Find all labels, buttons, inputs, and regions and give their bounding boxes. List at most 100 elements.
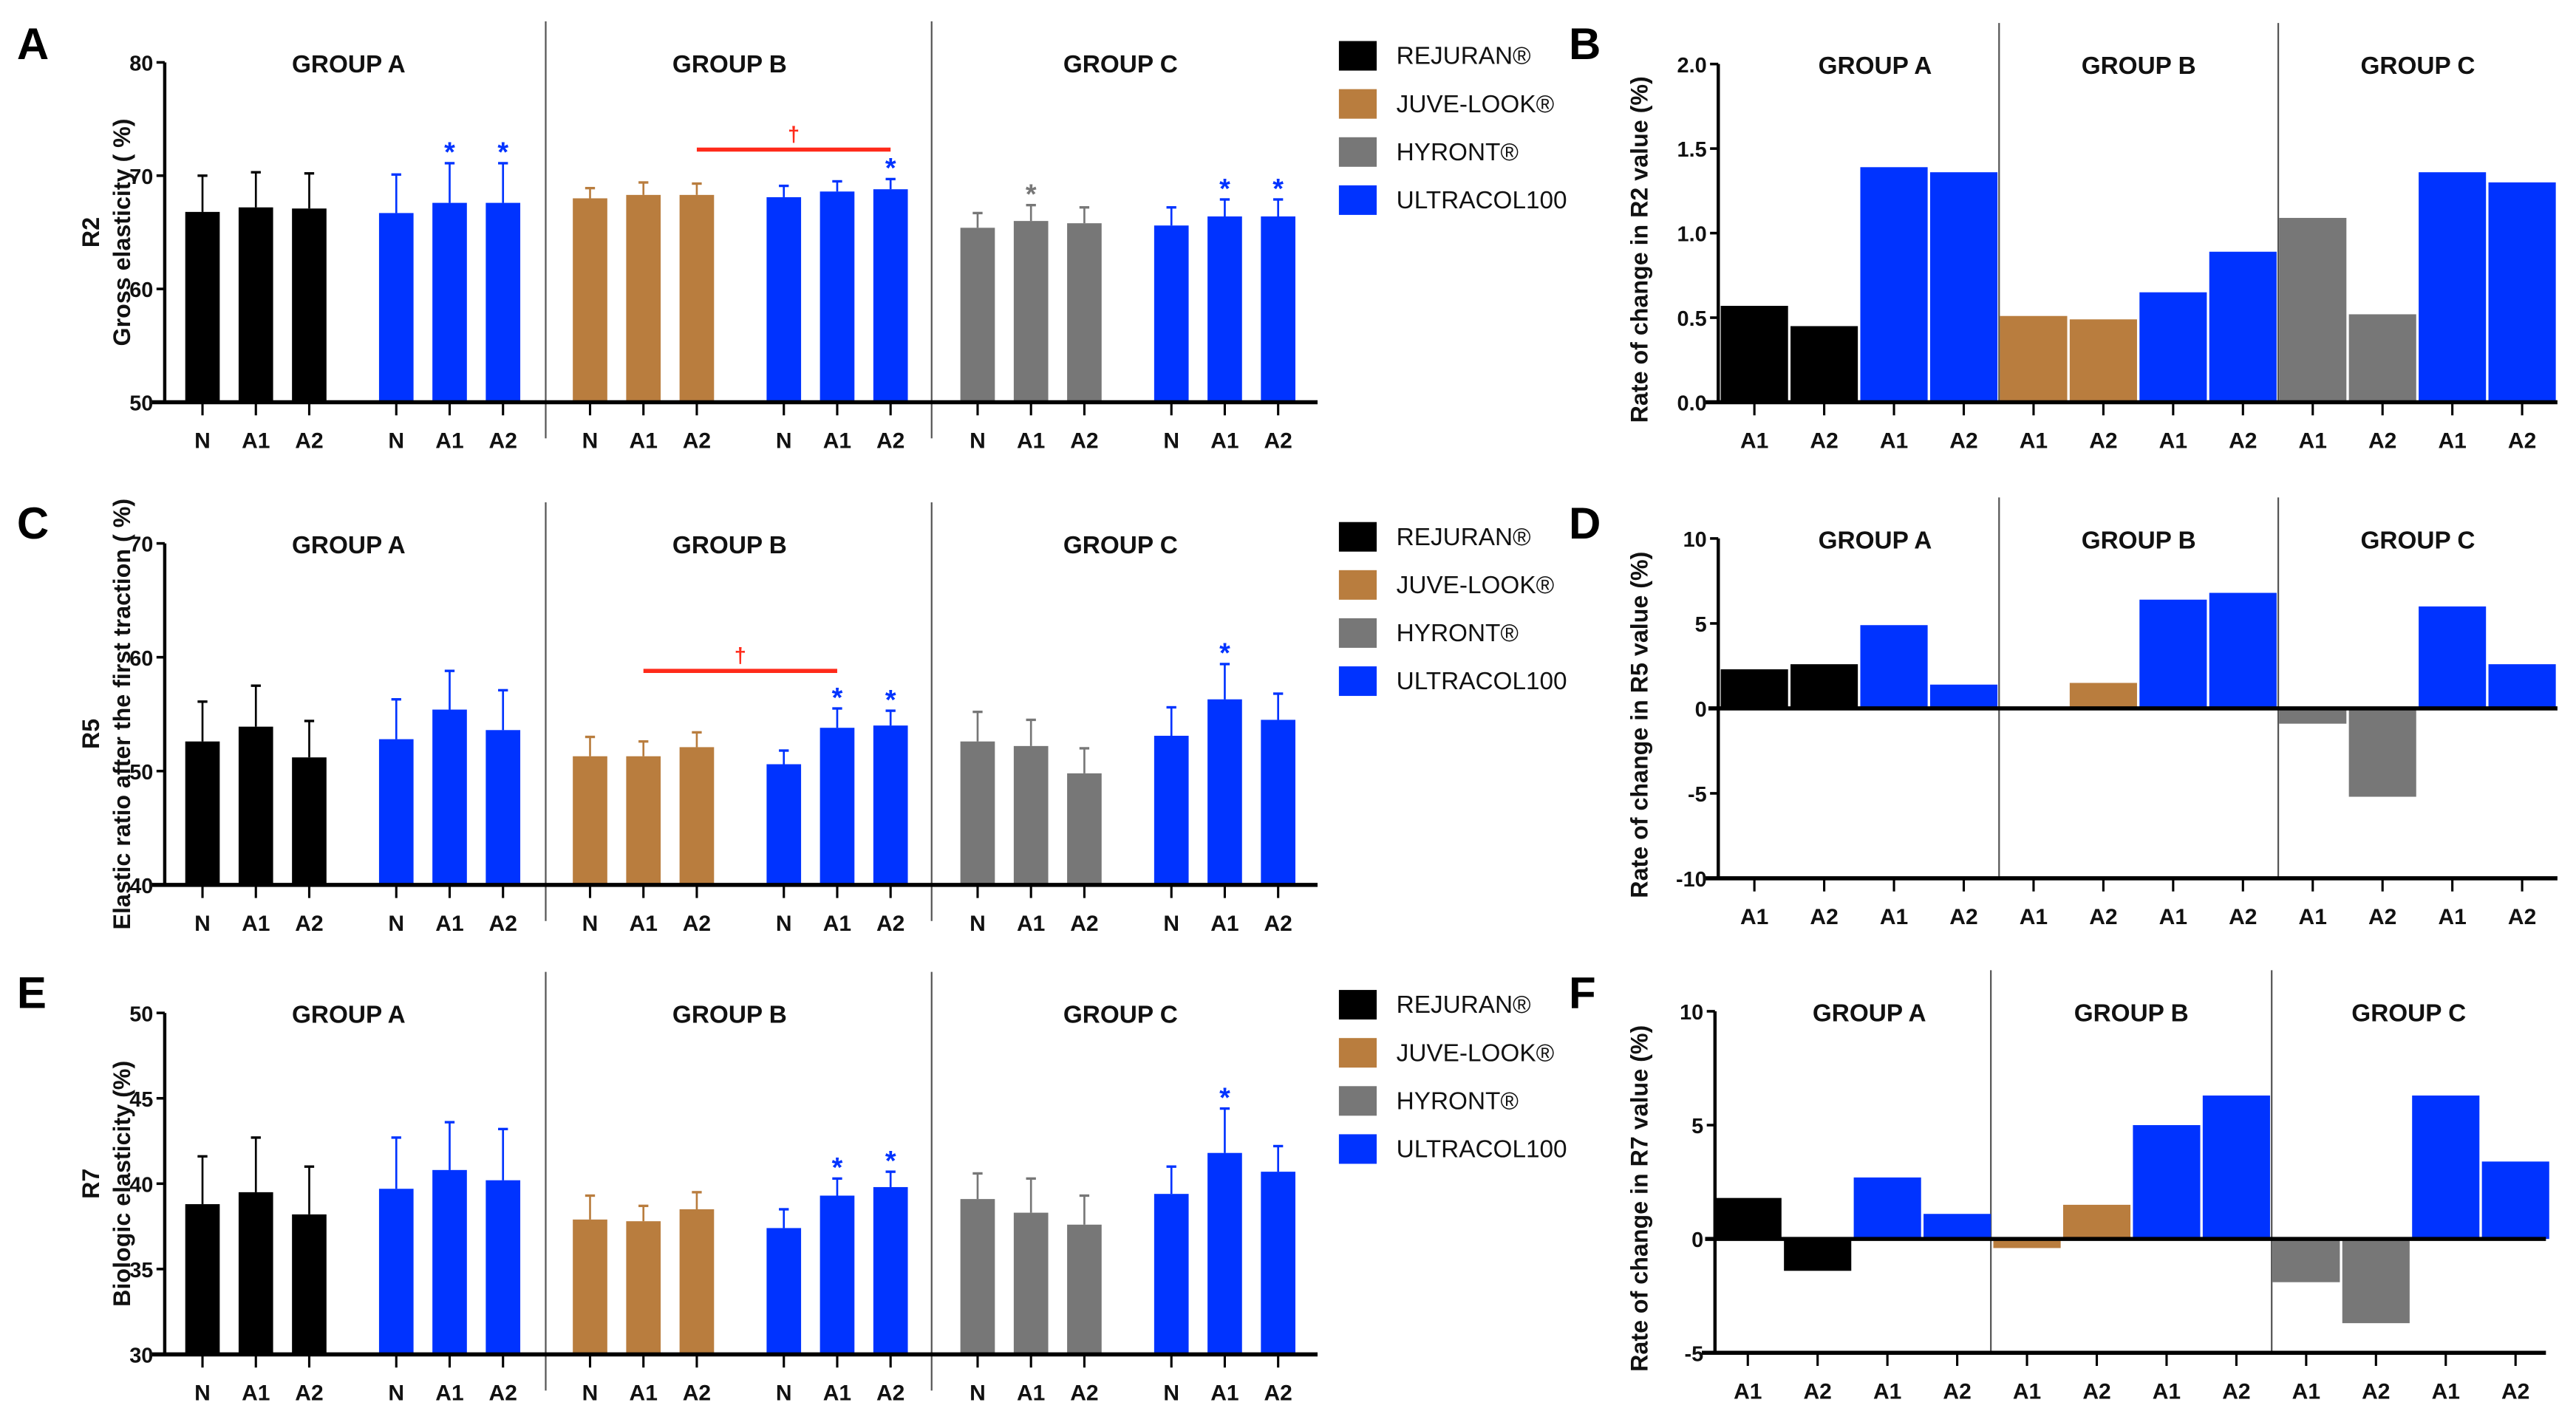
y-tick-label: 70 (129, 533, 153, 557)
bar-ultracol100-a1 (2419, 172, 2487, 403)
x-tick-label: A2 (1070, 429, 1098, 454)
bar-rejuran-a1 (1714, 1197, 1782, 1240)
x-tick-label: A1 (1880, 429, 1908, 454)
bar-rejuran-n (185, 741, 220, 885)
x-tick-label: A1 (2438, 429, 2466, 454)
bar-rejuran-a1 (238, 207, 273, 403)
y-axis-title: R5 (78, 719, 104, 749)
legend-swatch-ultracol100 (1338, 1134, 1377, 1164)
x-tick-label: A2 (1804, 1379, 1832, 1404)
bar-ultracol100-n (1154, 735, 1189, 885)
x-tick-label: A1 (2159, 429, 2187, 454)
bar-rejuran-a1 (1720, 669, 1788, 708)
y-tick-label: 10 (1683, 528, 1707, 552)
legend-label: ULTRACOL100 (1397, 187, 1567, 214)
legend-swatch-hyront (1338, 1086, 1377, 1116)
x-tick-label: A2 (295, 1381, 323, 1406)
x-tick-label: A2 (489, 429, 517, 454)
x-tick-label: A2 (1949, 429, 1977, 454)
significance-star: * (1219, 638, 1230, 669)
legend-label: JUVE-LOOK® (1397, 91, 1555, 118)
x-tick-label: A1 (242, 912, 270, 936)
group-label: GROUP C (2351, 999, 2466, 1027)
y-axis-title: R7 (78, 1169, 104, 1199)
bar-ultracol100-n (1154, 1194, 1189, 1355)
legend-label: REJURAN® (1397, 991, 1531, 1019)
y-tick-label: 80 (129, 52, 153, 76)
bar-ultracol100-a2 (2209, 251, 2277, 403)
panel-letter-f: F (1569, 968, 1596, 1018)
group-label: GROUP A (292, 532, 406, 559)
x-tick-label: A2 (1264, 1381, 1292, 1406)
bar-ultracol100-a1 (1207, 1152, 1242, 1355)
bar-ultracol100-a1 (432, 1169, 467, 1355)
bar-hyront-a2 (2348, 314, 2416, 403)
bar-ultracol100-a2 (873, 725, 908, 885)
bar-ultracol100-n (766, 1228, 802, 1355)
x-tick-label: A2 (683, 1381, 711, 1406)
legend-swatch-ultracol100 (1338, 185, 1377, 215)
bar-hyront-a2 (1067, 1224, 1102, 1355)
bar-hyront-n (960, 1199, 995, 1355)
legend-label: REJURAN® (1397, 524, 1531, 551)
bar-ultracol100-n (378, 1189, 414, 1355)
bar-ultracol100-a2 (1929, 684, 1998, 708)
bar-ultracol100-a2 (1261, 216, 1296, 403)
bar-ultracol100-a1 (2133, 1125, 2201, 1240)
significance-star: * (497, 137, 508, 168)
group-label: GROUP B (2074, 999, 2189, 1027)
x-tick-label: A1 (2438, 905, 2466, 929)
x-tick-label: N (1163, 1381, 1179, 1406)
bar-ultracol100-n (378, 739, 414, 885)
bar-ultracol100-a2 (873, 1186, 908, 1355)
x-tick-label: A2 (2368, 905, 2396, 929)
group-label: GROUP B (672, 1002, 787, 1029)
bar-ultracol100-a2 (485, 202, 521, 403)
x-tick-label: A2 (1070, 1381, 1098, 1406)
bar-ultracol100-a1 (2412, 1095, 2480, 1240)
x-tick-label: A1 (630, 429, 658, 454)
bar-ultracol100-a2 (1929, 172, 1998, 403)
x-tick-label: A2 (1943, 1379, 1971, 1404)
bar-rejuran-n (185, 211, 220, 403)
x-tick-label: N (776, 912, 792, 936)
y-axis-label: Rate of change in R2 value (%) (1626, 76, 1653, 423)
bar-ultracol100-a2 (1261, 1172, 1296, 1355)
y-tick-label: 0.5 (1677, 307, 1707, 331)
significance-star: * (1026, 179, 1037, 210)
y-axis-label: Gross elasticity ( %) (109, 118, 135, 346)
bar-ultracol100-n (766, 197, 802, 403)
bar-rejuran-a1 (238, 726, 273, 885)
x-tick-label: A2 (1810, 429, 1838, 454)
bar-rejuran-a2 (292, 1214, 327, 1355)
y-tick-label: 2.0 (1677, 54, 1707, 78)
legend-label: REJURAN® (1397, 43, 1531, 70)
bar-hyront-a2 (2348, 708, 2416, 797)
x-tick-label: A2 (876, 429, 904, 454)
x-tick-label: A2 (876, 912, 904, 936)
x-tick-label: A2 (489, 1381, 517, 1406)
bar-hyront-a1 (2272, 1239, 2340, 1282)
legend-swatch-rejuran (1338, 990, 1377, 1020)
group-label: GROUP C (1063, 532, 1178, 559)
group-label: GROUP C (1063, 51, 1178, 78)
panel-letter-b: B (1569, 19, 1601, 69)
x-tick-label: A1 (1017, 1381, 1045, 1406)
bar-ultracol100-a1 (820, 728, 855, 885)
x-tick-label: A1 (2432, 1379, 2460, 1404)
x-tick-label: N (388, 1381, 404, 1406)
y-tick-label: 1.0 (1677, 223, 1707, 247)
x-tick-label: N (776, 1381, 792, 1406)
y-tick-label: 30 (129, 1344, 153, 1368)
y-tick-label: 10 (1680, 1001, 1703, 1025)
legend-swatch-juve-look (1338, 570, 1377, 600)
x-tick-label: A1 (1210, 912, 1238, 936)
x-tick-label: A1 (823, 1381, 851, 1406)
bar-ultracol100-a1 (2139, 599, 2207, 708)
y-tick-label: 50 (129, 392, 153, 416)
x-tick-label: A1 (2153, 1379, 2181, 1404)
x-tick-label: N (970, 429, 986, 454)
y-tick-label: 60 (129, 278, 153, 302)
x-tick-label: A2 (1070, 912, 1098, 936)
